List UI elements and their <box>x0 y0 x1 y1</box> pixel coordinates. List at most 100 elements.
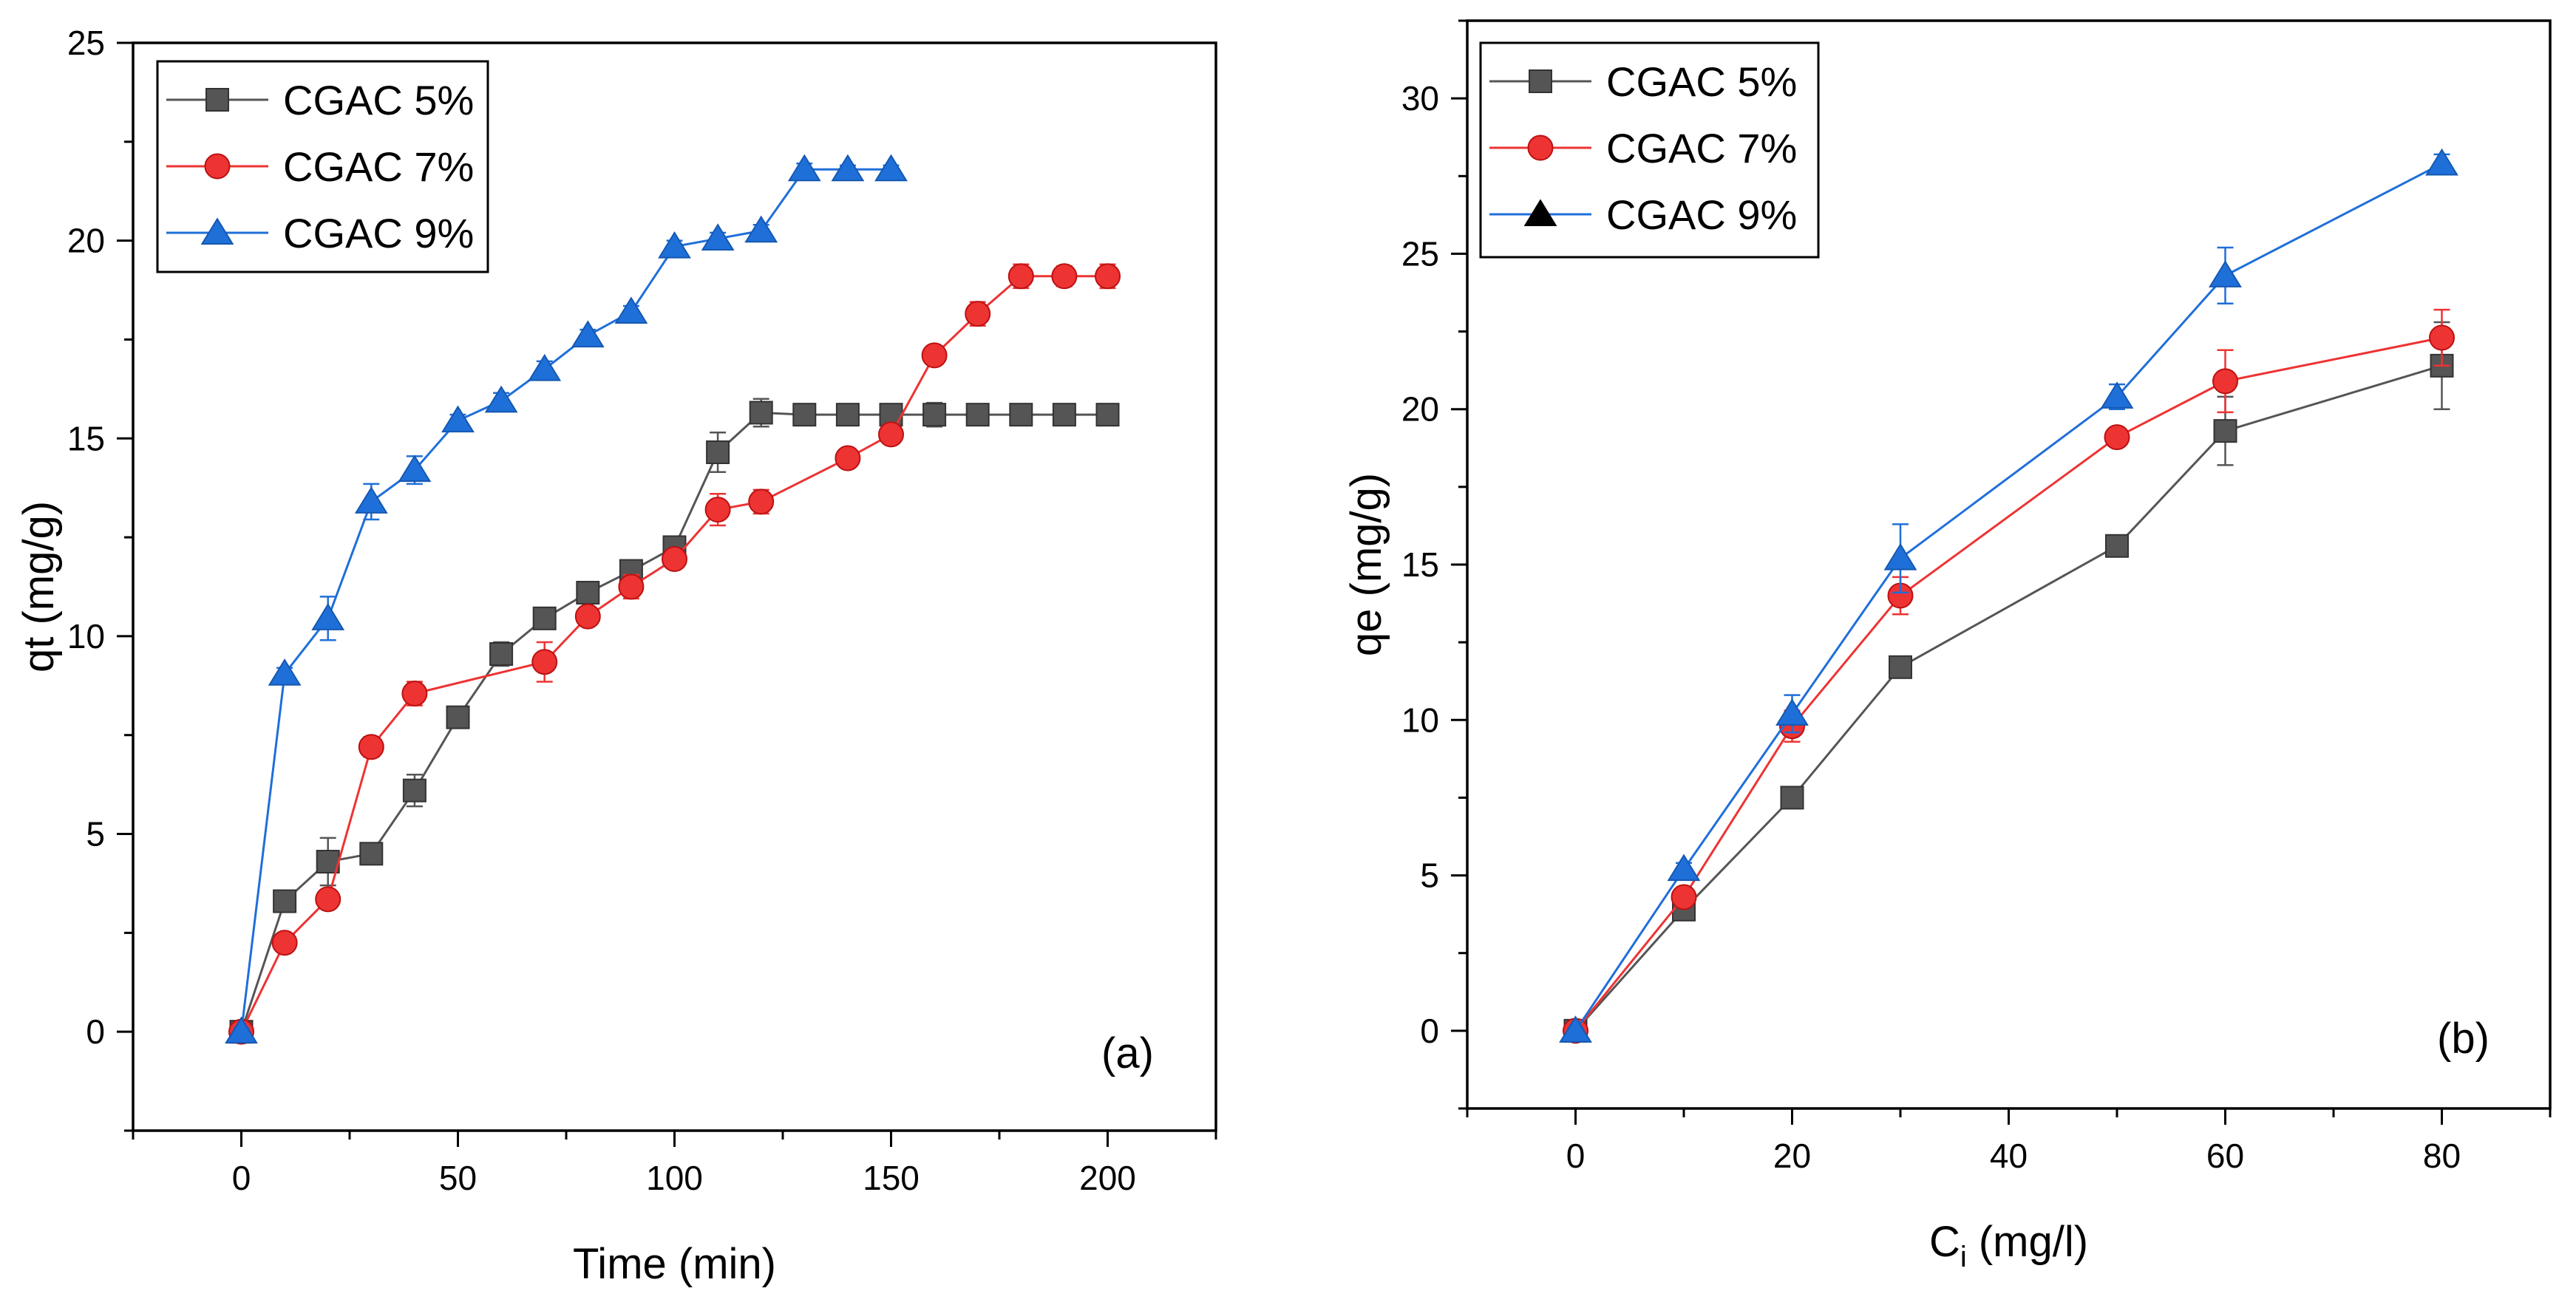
data-point <box>2104 424 2130 451</box>
series-2 <box>228 263 1121 1045</box>
chart-panel-b: 0 20 40 60 80 0 5 10 15 20 25 30 Ci (mg/l) qe (mg/g) C… <box>1342 19 2552 1273</box>
x-axis-label-main: C <box>1929 1218 1960 1266</box>
legend: CGAC 5% CGAC 7% CGAC 9% <box>1479 41 1820 259</box>
data-point <box>744 215 778 243</box>
data-point <box>748 488 775 515</box>
y-axis-label: qe (mg/g) <box>1342 473 1390 656</box>
data-point <box>354 486 388 514</box>
data-point <box>921 342 948 369</box>
x-tick-label: 40 <box>1990 1137 2028 1175</box>
data-point <box>2105 534 2129 558</box>
legend-label: CGAC 9% <box>1606 191 1797 238</box>
data-point <box>835 403 860 427</box>
x-axis-label: Time (min) <box>573 1240 776 1288</box>
data-point <box>922 403 947 427</box>
legend-marker <box>1529 69 1552 93</box>
x-tick-label: 50 <box>439 1159 477 1197</box>
data-point <box>2213 419 2237 443</box>
data-point <box>787 154 821 182</box>
data-point <box>268 658 302 686</box>
data-point <box>831 154 865 182</box>
data-point <box>2209 260 2242 287</box>
data-point <box>2100 381 2134 409</box>
legend-marker <box>205 88 229 112</box>
x-tick-label: 0 <box>232 1159 251 1197</box>
data-point <box>1667 854 1701 882</box>
x-tick-label: 100 <box>646 1159 703 1197</box>
series-3 <box>225 154 908 1044</box>
legend-marker <box>1523 199 1557 226</box>
legend-label: CGAC 5% <box>283 77 474 123</box>
y-axis-label: qt (mg/g) <box>15 501 63 672</box>
data-point <box>484 385 518 413</box>
data-point <box>1095 403 1120 427</box>
y-tick-label: 0 <box>86 1012 105 1051</box>
data-point <box>749 401 773 425</box>
x-axis-label: Ci (mg/l) <box>1929 1218 2088 1273</box>
data-point <box>446 705 470 729</box>
data-point <box>965 403 990 427</box>
x-tick-label: 200 <box>1079 1159 1136 1197</box>
x-tick-label: 60 <box>2206 1137 2244 1175</box>
data-point <box>1095 263 1121 290</box>
data-point <box>1775 698 1809 726</box>
data-point <box>965 301 991 327</box>
data-point <box>528 353 562 381</box>
y-tick-label: 30 <box>1401 79 1439 117</box>
legend-marker <box>200 217 234 245</box>
data-point <box>271 930 298 956</box>
data-point <box>225 1016 258 1044</box>
y-tick-label: 5 <box>86 815 105 854</box>
y-tick-label: 20 <box>67 222 105 260</box>
legend: CGAC 5% CGAC 7% CGAC 9% <box>156 60 489 273</box>
data-point <box>311 603 345 630</box>
data-point <box>576 581 600 605</box>
data-point <box>1883 542 1917 570</box>
legend-label: CGAC 7% <box>1606 125 1797 171</box>
data-point <box>574 603 601 630</box>
data-point <box>401 681 428 707</box>
legend-marker <box>1527 134 1554 161</box>
data-point <box>398 454 432 483</box>
y-tick-label: 25 <box>67 24 105 62</box>
data-point <box>662 546 687 573</box>
y-tick-label: 15 <box>67 419 105 457</box>
data-point <box>402 778 426 803</box>
legend-label: CGAC 5% <box>1606 58 1797 105</box>
y-tick-label: 25 <box>1401 234 1439 273</box>
data-point <box>701 223 735 251</box>
data-point <box>531 649 558 675</box>
legend-label: CGAC 7% <box>283 143 474 190</box>
x-tick-label: 20 <box>1773 1137 1811 1175</box>
data-point <box>1780 786 1804 810</box>
data-point <box>2429 324 2455 351</box>
y-tick-label: 0 <box>1420 1012 1439 1050</box>
x-axis-label-unit: (mg/l) <box>1967 1218 2088 1266</box>
data-point <box>792 403 817 427</box>
data-point <box>571 320 605 348</box>
data-point <box>878 421 904 448</box>
data-point <box>835 445 861 471</box>
legend-label: CGAC 9% <box>283 210 474 256</box>
y-tick-label: 20 <box>1401 390 1439 429</box>
data-point <box>359 842 384 866</box>
data-point <box>1009 403 1033 427</box>
data-point <box>1007 263 1034 290</box>
legend-marker <box>204 153 231 180</box>
data-point <box>273 889 297 913</box>
data-point <box>1052 403 1076 427</box>
data-point <box>614 296 648 324</box>
series-3 <box>1559 148 2458 1043</box>
data-point <box>532 606 557 630</box>
y-tick-label: 5 <box>1420 856 1439 895</box>
data-point <box>658 231 691 259</box>
data-point <box>489 641 514 666</box>
data-point <box>315 886 341 913</box>
chart-panel-a: 0 50 100 150 200 0 5 10 15 20 25 Time (min) qt (mg/g… <box>15 24 1217 1288</box>
data-point <box>2425 148 2458 176</box>
data-point <box>706 440 730 465</box>
x-axis-label-subscript: i <box>1960 1241 1967 1273</box>
x-tick-label: 150 <box>863 1159 920 1197</box>
y-tick-label: 10 <box>1401 701 1439 739</box>
